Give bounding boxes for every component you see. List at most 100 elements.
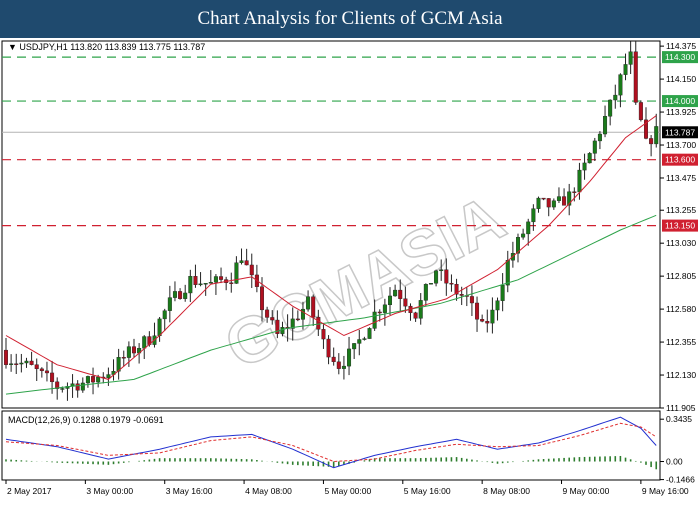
current-price-tag [662,126,698,139]
candle-bull [536,197,541,209]
price-tick-label: 112.580 [666,304,696,314]
candle-bear [331,356,336,363]
candle-bear [321,329,326,340]
candle-bull [157,318,162,337]
macd-pane-frame [1,410,661,481]
candle-bull [203,283,208,285]
candle-bear [444,269,449,284]
level-tag-label: 114.300 [665,52,695,62]
candle-bear [459,294,464,296]
moving-averages [5,115,657,395]
candle-bull [592,140,597,154]
price-tick-label: 113.925 [666,107,696,117]
candle-bear [454,283,459,295]
candle-bear [178,291,183,299]
candle-bull [618,74,623,96]
candle-bear [260,286,265,311]
candle-bull [172,291,177,298]
price-tick-label: 113.030 [666,238,696,248]
candle-bull [183,292,188,299]
macd-line [5,416,657,469]
candle-bull [495,300,500,311]
macd-tick-label: -0.1466 [666,475,695,485]
price-tick-label: 111.905 [666,403,696,413]
candle-bull [505,260,510,286]
candle-bear [475,302,480,320]
candle-bear [336,361,341,369]
candle-bull [582,162,587,171]
candle-bull [367,328,372,339]
candle-bull [388,295,393,306]
level-tag-label: 113.150 [665,221,695,231]
level-tag-support [662,153,698,166]
level-tag-support [662,219,698,232]
candle-bear [413,312,418,319]
macd-axis: 0.3435 0.00 -0.1466 [660,414,695,485]
candle-bear [562,196,567,206]
candle-bull [24,360,29,364]
candle-bear [541,197,546,200]
price-tick-label: 113.475 [666,173,696,183]
time-tick-label: 9 May 16:00 [642,486,689,496]
chart-area: GCMASIA ▼ USDJPY,H1 113.820 113.839 113.… [0,38,700,500]
candle-bull [106,374,111,379]
macd-header: MACD(12,26,9) 0.1288 0.1979 -0.0691 [8,415,164,425]
candle-bear [449,282,454,285]
candle-bear [244,260,249,266]
candle-bull [531,208,536,223]
banner-title: Chart Analysis for Clients of GCM Asia [197,8,503,29]
candle-bull [628,51,633,65]
macd-lines [5,416,657,469]
candle-bull [208,281,213,284]
candle-bull [213,276,218,283]
title-banner: Chart Analysis for Clients of GCM Asia [0,0,700,38]
candle-bear [131,346,136,354]
candles [3,40,659,401]
candle-bull [613,94,618,101]
macd-tick-label: 0.3435 [666,414,692,424]
candle-bear [75,383,80,391]
candle-bear [480,319,485,322]
time-tick-label: 3 May 00:00 [86,486,133,496]
candle-bear [249,264,254,276]
candle-bull [116,357,121,372]
candle-bull [567,191,572,206]
price-tick-label: 114.150 [666,74,696,84]
candle-bear [326,338,331,358]
candle-bull [9,363,14,365]
candle-bull [418,300,423,319]
candle-bear [403,298,408,307]
candle-bear [633,51,638,103]
candle-bull [362,338,367,340]
ma-slow-line [5,214,657,395]
price-pane-frame [1,40,661,409]
candle-bull [423,284,428,301]
candle-bear [377,311,382,314]
candle-bull [434,270,439,284]
candle-bull [239,260,244,263]
candle-bull [162,310,167,320]
price-tick-label: 112.805 [666,271,696,281]
time-tick-label: 5 May 16:00 [404,486,451,496]
macd-histogram [5,455,658,470]
candle-bear [469,296,474,304]
candle-bull [428,283,433,285]
ma-fast-line [5,115,657,380]
candle-bear [44,370,49,374]
ohlc-readout: 113.820 113.839 113.775 113.787 [70,42,205,52]
candle-bear [91,376,96,383]
candle-bear [229,282,234,284]
current-price-label: 113.787 [665,127,695,137]
symbol-header: ▼ USDJPY,H1 113.820 113.839 113.775 113.… [8,42,205,52]
candle-bull [556,196,561,201]
macd-tick-label: 0.00 [666,457,683,467]
price-tick-label: 112.355 [666,337,696,347]
candle-bull [85,376,90,384]
candle-bull [96,376,101,383]
candle-bull [608,99,613,117]
candle-bull [439,269,444,272]
time-tick-label: 3 May 16:00 [166,486,213,496]
candle-bull [188,276,193,294]
time-tick-label: 5 May 00:00 [324,486,371,496]
level-lines [2,56,660,227]
